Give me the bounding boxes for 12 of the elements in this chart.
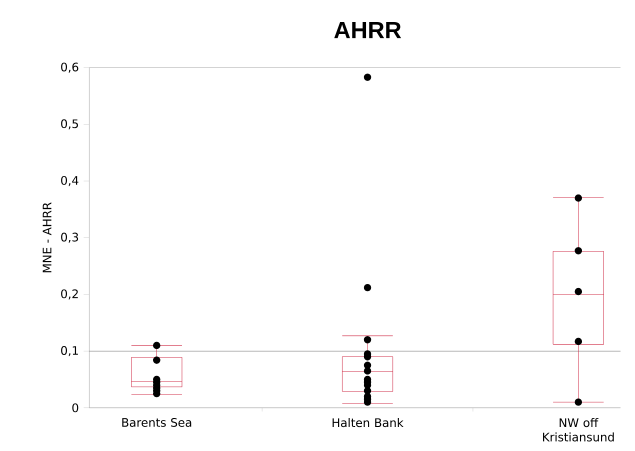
- y-tick-label: 0,1: [61, 346, 78, 356]
- x-tick-label: Halten Bank: [332, 418, 404, 428]
- y-tick-label: 0,4: [61, 176, 78, 186]
- y-tick-label: 0,5: [61, 119, 78, 130]
- y-tick-label: 0,6: [61, 62, 78, 73]
- y-tick-label: 0,3: [61, 232, 78, 243]
- x-tick-label: Barents Sea: [122, 418, 192, 427]
- y-tick-label: 0,2: [61, 289, 78, 300]
- y-tick-label: 0: [72, 403, 78, 412]
- x-tick-label: NW off Kristiansund: [543, 418, 614, 442]
- y-axis-title: MNE - AHRR: [42, 202, 52, 272]
- chart-title: AHRR: [334, 22, 402, 38]
